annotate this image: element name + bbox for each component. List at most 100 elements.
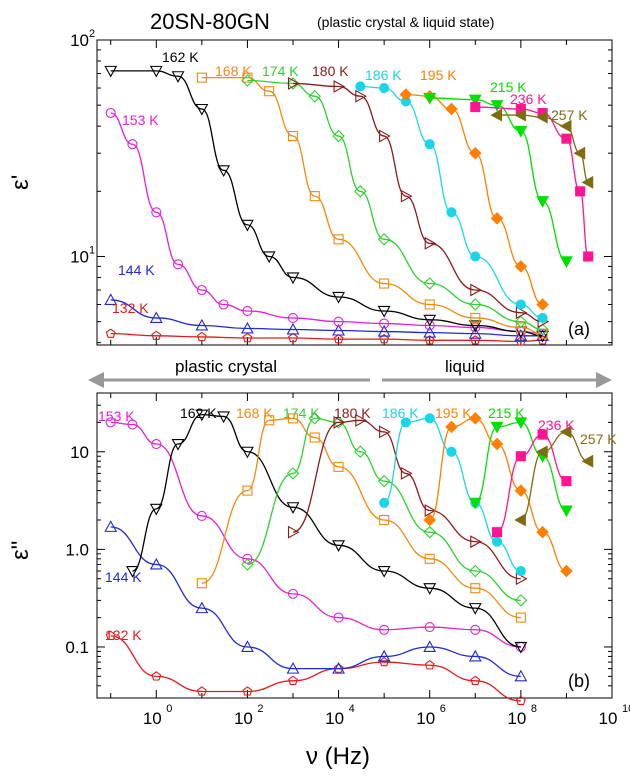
data-point [537, 527, 548, 538]
data-point [538, 313, 547, 322]
chart-title: 20SN-80GN [150, 9, 270, 34]
data-point [492, 439, 503, 450]
temperature-label: 180 K [312, 63, 349, 79]
x-axis-label: ν (Hz) [306, 743, 370, 770]
plastic-crystal-arrowhead [88, 372, 104, 388]
fit-curve-144K [111, 527, 521, 676]
fit-curve-180K [293, 83, 543, 321]
panel-b-labels: 153 K 162 K 168 K 174 K 180 K 186 K 195 K 215 K… [98, 405, 617, 643]
fit-curve-153K [111, 113, 543, 334]
x-tick-label: 10 [507, 709, 526, 728]
panel-a-labels: 162 K168 K 174 K 180 K 186 K 195 K215 K236 K… [112, 49, 588, 316]
data-point [380, 498, 389, 507]
data-point [562, 134, 571, 143]
panel-a-ylabel: ε' [7, 175, 34, 190]
fit-curve-168K [202, 418, 521, 617]
data-point [493, 528, 502, 537]
data-point [516, 300, 525, 309]
temperature-label: 168 K [215, 63, 252, 79]
plastic-crystal-label: plastic crystal [175, 357, 277, 376]
temperature-label: 174 K [262, 63, 299, 79]
data-point [537, 299, 548, 310]
x-tick-label: 10 [416, 709, 435, 728]
data-point [561, 566, 572, 577]
y-tick-exponent: 1 [89, 244, 95, 256]
x-tick-exponent: 2 [257, 703, 263, 715]
data-point [562, 477, 571, 486]
x-tick-label: 10 [143, 709, 162, 728]
y-tick-label: 10 [70, 31, 89, 50]
data-point [447, 447, 456, 456]
x-tick-exponent: 10 [622, 703, 630, 715]
temperature-label: 195 K [435, 405, 472, 421]
x-tick-exponent: 8 [531, 703, 537, 715]
temperature-label: 153 K [122, 112, 159, 128]
data-point [425, 140, 434, 149]
temperature-label: 195 K [420, 67, 457, 83]
temperature-label: 174 K [283, 405, 320, 421]
data-point [561, 257, 572, 267]
data-point [380, 84, 389, 93]
x-tick-exponent: 4 [349, 703, 355, 715]
temperature-label: 236 K [538, 417, 575, 433]
temperature-label: 215 K [488, 405, 525, 421]
panel-a-label: (a) [568, 319, 590, 339]
x-tick-exponent: 0 [166, 703, 172, 715]
temperature-label: 162 K [162, 49, 199, 65]
panel-b-ylabel: ε" [7, 541, 34, 560]
data-point [425, 414, 434, 423]
data-point [471, 252, 480, 261]
data-point [583, 456, 593, 467]
panel-b-ticks: 10 1.0 0.1 10 0 10 2 10 4 10 6 10 8 10 10 [65, 393, 630, 728]
panel-a-frame [97, 40, 612, 345]
data-point [584, 252, 593, 261]
data-point [471, 103, 480, 112]
data-point [576, 187, 585, 196]
data-point [515, 261, 526, 272]
data-point [583, 177, 593, 188]
temperature-label: 144 K [118, 262, 155, 278]
region-arrows: plastic crystal liquid [88, 357, 612, 388]
data-point [516, 452, 525, 461]
temperature-label: 257 K [551, 107, 588, 123]
temperature-label: 257 K [580, 431, 617, 447]
y-tick-label: 10 [70, 247, 89, 266]
fit-curve-180K [293, 420, 521, 578]
data-point [447, 208, 456, 217]
x-tick-label: 10 [325, 709, 344, 728]
temperature-label: 168 K [236, 405, 273, 421]
x-tick-exponent: 6 [440, 703, 446, 715]
data-point [446, 104, 457, 115]
chart-subtitle: (plastic crystal & liquid state) [317, 14, 494, 30]
x-tick-label: 10 [599, 709, 618, 728]
y-tick-exponent: 2 [89, 28, 95, 40]
data-point [493, 537, 502, 546]
x-tick-label: 10 [234, 709, 253, 728]
y-tick-label: 1.0 [65, 540, 89, 559]
temperature-label: 153 K [98, 408, 135, 424]
data-point [516, 567, 525, 576]
temperature-label: 144 K [105, 569, 142, 585]
data-point [515, 514, 525, 525]
y-tick-label: 0.1 [65, 638, 89, 657]
panel-b-marks [105, 410, 592, 704]
temperature-label: 132 K [112, 300, 149, 316]
fit-curve-174K [247, 418, 520, 600]
data-point [515, 485, 526, 496]
temperature-label: 180 K [334, 405, 371, 421]
data-point [492, 110, 502, 121]
temperature-label: 236 K [510, 91, 547, 107]
data-point [356, 82, 365, 91]
data-point [561, 506, 572, 516]
liquid-arrowhead [596, 372, 612, 388]
liquid-label: liquid [445, 357, 485, 376]
temperature-label: 132 K [105, 627, 142, 643]
temperature-label: 186 K [382, 405, 419, 421]
fit-curve-215K [475, 422, 566, 510]
temperature-label: 162 K [180, 405, 217, 421]
panel-a-marks [105, 66, 592, 345]
temperature-label: 186 K [365, 67, 402, 83]
y-tick-label: 10 [70, 443, 89, 462]
panel-b-label: (b) [568, 671, 590, 691]
